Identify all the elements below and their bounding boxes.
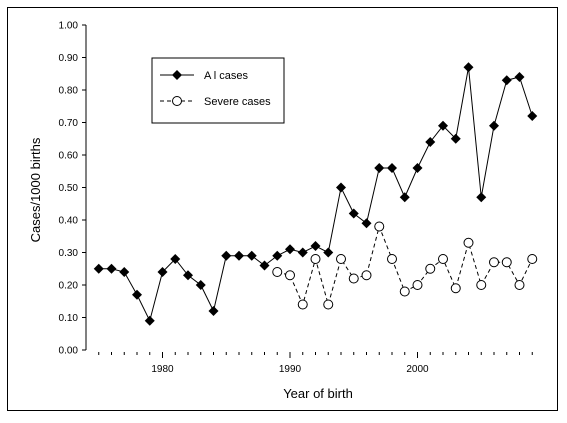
y-tick-label: 0.50 [59,183,79,194]
data-point-all-cases [119,267,130,277]
data-point-all-cases [259,260,270,271]
data-point-severe-cases [387,254,397,264]
data-point-severe-cases [310,254,321,264]
data-point-all-cases [132,289,142,300]
data-point-all-cases [374,163,385,173]
data-point-all-cases [285,244,295,255]
legend: A l cases Severe cases [151,57,285,124]
y-tick-label: 0.70 [59,118,79,129]
y-ticks: 0.00 0.10 0.20 0.30 0.40 0.50 0.60 0.70 0.80 0.90… [59,21,86,357]
data-point-all-cases [463,62,474,73]
series-layer [93,62,538,326]
data-point-severe-cases [348,273,359,284]
data-point-severe-cases [514,280,525,290]
data-point-severe-cases [272,267,283,277]
legend-all-diamond-icon [172,70,182,80]
x-axis-label: Year of birth [283,386,353,401]
y-tick-label: 0.80 [59,86,79,97]
data-point-all-cases [425,137,436,147]
data-point-all-cases [297,247,308,258]
data-point-all-cases [208,306,219,316]
data-point-severe-cases [323,299,334,310]
x-tick-label: 1980 [151,364,174,375]
data-point-all-cases [170,254,181,264]
data-point-all-cases [93,263,104,274]
data-point-severe-cases [476,280,487,290]
data-point-all-cases [157,267,168,277]
data-point-severe-cases [412,280,423,290]
x-tick-label: 1990 [279,364,302,375]
data-point-severe-cases [489,257,499,268]
legend-item-severe-cases: Severe cases [160,96,271,108]
data-point-all-cases [221,250,232,261]
y-tick-label: 0.10 [59,313,79,324]
data-point-all-cases [272,250,283,261]
data-point-all-cases [438,120,448,131]
legend-severe-circle-icon [172,96,182,106]
data-point-severe-cases [399,286,410,297]
y-tick-label: 0.20 [59,281,79,292]
data-point-severe-cases [438,254,448,264]
data-point-all-cases [336,182,346,193]
data-point-severe-cases [450,283,461,294]
data-point-all-cases [183,270,193,281]
data-point-severe-cases [336,254,346,264]
data-point-all-cases [399,192,410,203]
y-tick-label: 1.00 [59,21,79,32]
series-severe-cases [272,221,538,310]
data-point-severe-cases [374,221,385,232]
data-point-all-cases [234,250,244,261]
data-point-all-cases [348,208,359,219]
x-tick-label: 2000 [406,364,429,375]
y-axis-label: Cases/1000 births [28,137,43,242]
data-point-all-cases [310,241,321,251]
data-point-all-cases [246,250,257,261]
data-point-all-cases [527,111,538,121]
data-point-all-cases [501,75,512,86]
y-tick-label: 0.00 [59,346,79,357]
data-point-all-cases [412,163,423,173]
y-tick-label: 0.40 [59,216,79,227]
legend-severe-label: Severe cases [204,96,271,108]
data-point-all-cases [106,263,117,274]
figure-frame [7,7,558,411]
x-ticks: 1980 1990 2000 [98,352,533,375]
series-all-cases [93,62,538,326]
data-point-all-cases [387,163,397,173]
data-point-severe-cases [425,263,436,274]
data-point-severe-cases [297,299,308,310]
legend-item-all-cases: A l cases [160,70,249,82]
data-point-severe-cases [285,270,295,281]
legend-all-label: A l cases [204,70,249,82]
y-tick-label: 0.30 [59,248,79,259]
data-point-all-cases [514,72,525,82]
data-point-all-cases [144,315,155,326]
data-point-all-cases [323,247,334,258]
data-point-severe-cases [501,257,512,268]
legend-box [151,57,285,124]
data-point-severe-cases [527,254,538,264]
data-point-all-cases [489,120,499,131]
y-tick-label: 0.60 [59,151,79,162]
data-point-all-cases [195,280,206,290]
data-point-all-cases [450,133,461,144]
data-point-severe-cases [463,237,474,248]
y-tick-label: 0.90 [59,53,79,64]
data-point-severe-cases [361,270,372,281]
data-point-all-cases [361,218,372,229]
data-point-all-cases [476,192,487,203]
